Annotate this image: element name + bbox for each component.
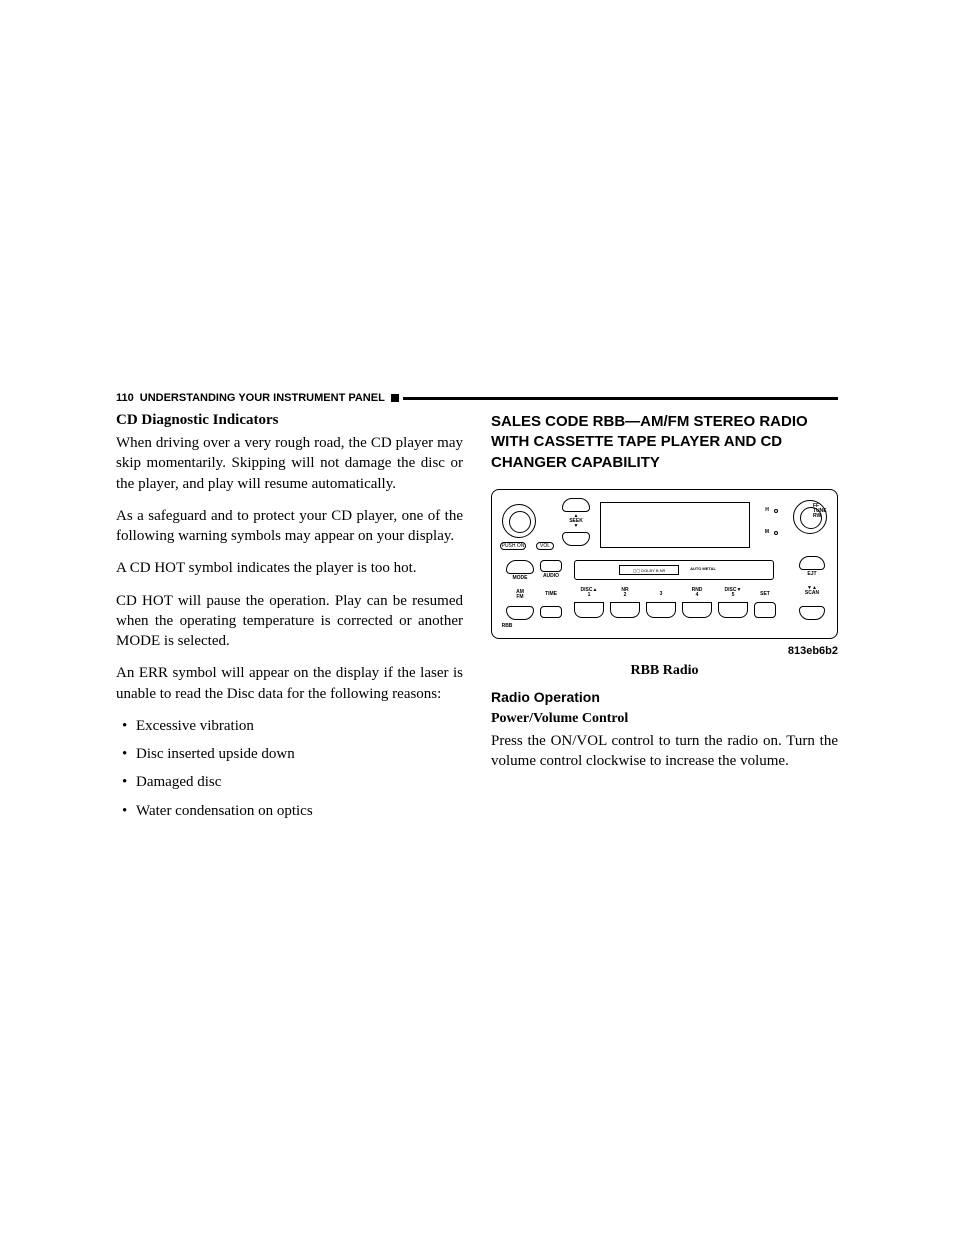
seek-label: ▲SEEK▼ (562, 514, 590, 529)
err-reasons-list: Excessive vibration Disc inserted upside… (116, 716, 463, 821)
eject-label: EJT (799, 572, 825, 577)
page-number: 110 (116, 392, 134, 404)
mode-label: MODE (506, 576, 534, 581)
time-label: TIME (540, 592, 562, 597)
list-item: Water condensation on optics (122, 801, 463, 821)
eject-button-icon (799, 556, 825, 570)
para-safeguard: As a safeguard and to protect your CD pl… (116, 506, 463, 547)
list-item: Damaged disc (122, 772, 463, 792)
running-header: 110 UNDERSTANDING YOUR INSTRUMENT PANEL (116, 392, 838, 404)
para-cd-hot-symbol: A CD HOT symbol indicates the player is … (116, 558, 463, 578)
ff-tune-rw-label: FF TUNE RW (813, 504, 831, 519)
header-rule (403, 397, 838, 400)
list-item: Disc inserted upside down (122, 744, 463, 764)
heading-cd-diagnostic: CD Diagnostic Indicators (116, 412, 463, 429)
volume-knob-inner-icon (509, 511, 531, 533)
section-title: UNDERSTANDING YOUR INSTRUMENT PANEL (140, 392, 385, 404)
para-power-volume: Press the ON/VOL control to turn the rad… (491, 731, 838, 772)
rbb-label: RBB (500, 624, 514, 629)
dolby-badge: ▢▢ DOLBY B NR (619, 565, 679, 575)
figure-caption: RBB Radio (491, 663, 838, 679)
seek-down-button-icon (562, 532, 590, 546)
heading-power-volume: Power/Volume Control (491, 711, 838, 727)
scan-label: ▼▲ SCAN (799, 586, 825, 596)
preset5-label: DISC▼ 5 (718, 588, 748, 598)
preset3-label: 3 (646, 592, 676, 597)
left-column: CD Diagnostic Indicators When driving ov… (116, 412, 463, 829)
m-led-icon (774, 531, 778, 535)
preset2-label: NR 2 (610, 588, 640, 598)
two-column-layout: CD Diagnostic Indicators When driving ov… (116, 412, 838, 829)
preset1-button-icon (574, 602, 604, 618)
right-column: SALES CODE RBB—AM/FM STEREO RADIO WITH C… (491, 412, 838, 829)
para-rough-road: When driving over a very rough road, the… (116, 433, 463, 494)
radio-display-icon (600, 502, 750, 548)
mode-up-button-icon (506, 560, 534, 574)
seek-up-button-icon (562, 498, 590, 512)
auto-metal-label: AUTO METAL (683, 567, 723, 571)
mode-down-button-icon (506, 606, 534, 620)
preset5-button-icon (718, 602, 748, 618)
audio-label: AUDIO (540, 574, 562, 579)
preset1-label: DISC▲ 1 (574, 588, 604, 598)
set-label: SET (754, 592, 776, 597)
preset4-button-icon (682, 602, 712, 618)
time-button-icon (540, 606, 562, 618)
preset4-label: RND 4 (682, 588, 712, 598)
vol-label: VOL (536, 542, 554, 550)
list-item: Excessive vibration (122, 716, 463, 736)
para-err-symbol: An ERR symbol will appear on the display… (116, 663, 463, 704)
rbb-radio-figure: PUSH ON VOL ▲SEEK▼ H M FF TUNE RW (491, 489, 838, 639)
preset3-button-icon (646, 602, 676, 618)
set-button-icon (754, 602, 776, 618)
preset2-button-icon (610, 602, 640, 618)
am-fm-label: AM FM (506, 590, 534, 600)
figure-id: 813eb6b2 (491, 645, 838, 657)
header-tick-icon (391, 394, 399, 402)
cassette-slot-icon: ▢▢ DOLBY B NR AUTO METAL (574, 560, 774, 580)
h-led-icon (774, 509, 778, 513)
heading-radio-operation: Radio Operation (491, 689, 838, 705)
page: 110 UNDERSTANDING YOUR INSTRUMENT PANEL … (0, 0, 954, 1235)
para-cd-hot-pause: CD HOT will pause the operation. Play ca… (116, 591, 463, 652)
scan-button-icon (799, 606, 825, 620)
push-on-label: PUSH ON (500, 542, 526, 550)
volume-knob-icon (502, 504, 536, 538)
heading-sales-code-rbb: SALES CODE RBB—AM/FM STEREO RADIO WITH C… (491, 412, 838, 473)
audio-button-icon (540, 560, 562, 572)
